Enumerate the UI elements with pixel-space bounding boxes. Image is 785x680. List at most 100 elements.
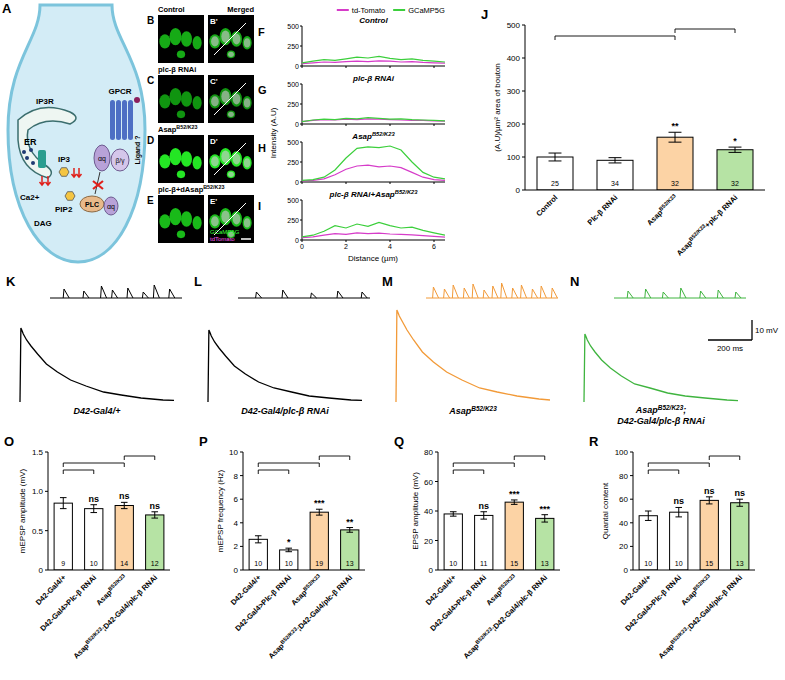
tick-label: 0 (624, 566, 629, 575)
significance-bracket (514, 456, 545, 460)
mini-baseline (238, 298, 370, 299)
tick-label: 4 (388, 243, 392, 250)
error-bar (255, 536, 262, 543)
gpcr-helix (110, 100, 115, 140)
bar (700, 500, 718, 570)
significance-bracket (258, 463, 319, 467)
panel-letter: B' (210, 17, 218, 26)
category-label: AsapB52/K23;D42-Gal4/plc-β RNAi (71, 573, 159, 661)
profile-line (214, 23, 246, 55)
error-bar (151, 512, 158, 518)
y-tick (300, 162, 302, 163)
bar (115, 505, 133, 570)
bouton-signal (211, 216, 219, 226)
x-tick (346, 124, 347, 126)
error-bar (729, 147, 742, 152)
channel-label: GCaMP5G (210, 229, 240, 235)
bar (444, 514, 462, 570)
legend-swatch (337, 9, 349, 11)
x-tick (434, 240, 435, 242)
bouton-signal (228, 172, 234, 177)
x-tick (302, 182, 303, 184)
error-bar (645, 511, 652, 520)
axis-title: mEPSP frequency (Hz) (216, 469, 225, 552)
panel-letter: I (258, 200, 261, 212)
n-label: 10 (449, 560, 457, 567)
axis-title: Quantal content (601, 482, 610, 539)
label: αq (107, 203, 115, 211)
mini-event (700, 291, 706, 298)
y-axis (633, 452, 634, 570)
tick-label: 0 (516, 186, 521, 195)
profile-line (302, 118, 445, 122)
category-label: AsapB52/K23;D42-Gal4/plc-β RNAi (266, 573, 354, 661)
bouton-signal (220, 28, 232, 45)
ca-dot (31, 161, 35, 165)
panel-title: Control (359, 16, 388, 25)
tick-label: 6 (234, 495, 239, 504)
bar (639, 516, 657, 570)
bouton-signal (177, 171, 185, 179)
image-label: plc-β RNAi (158, 65, 196, 74)
x-tick (346, 240, 347, 242)
n-label: 15 (705, 560, 713, 567)
mini-event (83, 291, 89, 298)
mini-event (101, 286, 107, 298)
g-beta-gamma (111, 149, 129, 171)
bouton-signal (177, 51, 185, 59)
bar (536, 518, 554, 570)
mini-event (540, 286, 546, 298)
panel-letter: Q (394, 434, 404, 449)
panel-letter: R (589, 434, 599, 449)
n-label: 19 (315, 560, 323, 567)
y-tick (300, 46, 302, 47)
profile-panel: 0250500AsapB52/K23H (258, 131, 445, 185)
bouton-signal (209, 154, 220, 168)
mini-event (361, 292, 367, 298)
tick-label: 0 (39, 566, 44, 575)
n-label: 12 (151, 560, 159, 567)
category-label: D42-Gal4>Plc-β RNAi (623, 573, 683, 633)
y-axis (438, 452, 439, 570)
bouton-signal (243, 36, 252, 49)
bouton (8, 5, 145, 262)
significance-label: ns (478, 501, 489, 511)
genotype-label: AsapB52/K23; (635, 404, 687, 415)
bar-panel: 00.51.01.5mEPSP amplitude (mV)O9101412D4… (4, 434, 170, 661)
bar (597, 160, 633, 190)
bouton-signal (209, 34, 220, 48)
x-tick (302, 240, 303, 242)
mini-event (680, 288, 686, 298)
n-label: 10 (285, 560, 293, 567)
n-label: 34 (611, 180, 619, 187)
significance-label: *** (314, 498, 325, 508)
tick-label: 200 (507, 120, 521, 129)
category-label: Plc-β RNAi (586, 193, 620, 227)
axis-title: (A.U)/µm² area of bouton (493, 63, 502, 152)
significance-bracket (453, 470, 484, 474)
significance-bracket (453, 463, 514, 467)
significance-bracket (675, 29, 735, 33)
x-tick (434, 182, 435, 184)
mini-event (472, 284, 478, 298)
bar (475, 515, 493, 570)
bouton-signal (170, 88, 182, 105)
n-label: 10 (254, 560, 262, 567)
genotype-label: D42-Gal4/plc-β RNAi (241, 406, 329, 416)
tick-label: 500 (287, 23, 299, 30)
x-tick (390, 182, 391, 184)
panel-letter: F (258, 26, 265, 38)
significance-bracket (124, 456, 155, 460)
bar-panel: 020406080100Quantal contentR10101513D42-… (589, 434, 755, 661)
mini-event (551, 288, 557, 298)
profile-line (302, 61, 445, 64)
tick-label: 2 (344, 243, 348, 250)
bouton-signal (181, 31, 192, 46)
category-label: AsapB52/K23;D42-Gal4/plc-β RNAi (461, 573, 549, 661)
image-label: Control (158, 5, 185, 14)
micrograph (208, 75, 254, 123)
x-tick (390, 240, 391, 242)
tick-label: 0 (429, 566, 434, 575)
tick-label: 20 (619, 542, 628, 551)
n-label: 13 (736, 560, 744, 567)
